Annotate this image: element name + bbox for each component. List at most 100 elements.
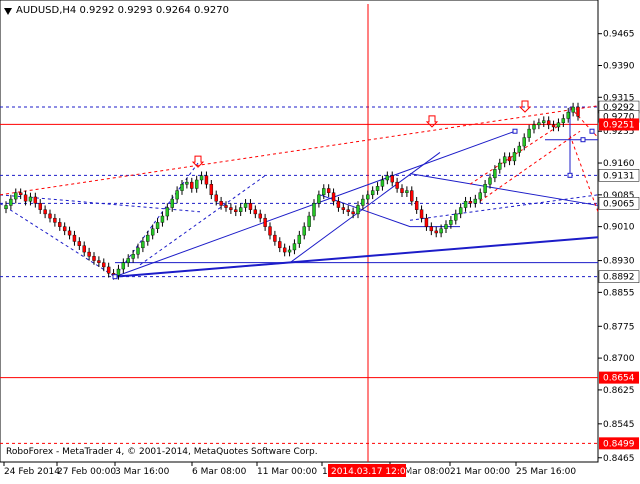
x-tick-label: 6 Mar 08:00 xyxy=(192,467,247,477)
candle-body xyxy=(219,200,223,206)
anchor-marker-icon xyxy=(589,128,595,134)
candle-body xyxy=(62,226,67,232)
y-tick-label: 0.9465 xyxy=(603,30,635,40)
candle-body xyxy=(102,262,106,268)
x-tick-label: 27 Feb 00:00 xyxy=(57,467,116,477)
y-tick-label: 0.8855 xyxy=(603,288,635,298)
candle-body xyxy=(400,188,404,193)
candle-body xyxy=(414,200,419,210)
y-tick-label: 0.9315 xyxy=(603,93,635,103)
candle-body xyxy=(106,266,111,274)
candle-body xyxy=(488,177,492,185)
candle-body xyxy=(92,256,96,261)
candle-body xyxy=(33,196,38,204)
candle-body xyxy=(390,175,394,183)
candle-body xyxy=(502,156,507,164)
candle-body xyxy=(542,120,546,123)
arrow-marker-icon xyxy=(425,115,439,128)
candle-body xyxy=(253,209,258,215)
candle-body xyxy=(204,175,209,185)
candle-body xyxy=(341,207,346,210)
candle-body xyxy=(278,241,282,249)
candle-body xyxy=(307,215,311,227)
trendline xyxy=(139,175,266,266)
price-tag-label: 0.9065 xyxy=(603,199,635,209)
candle-body xyxy=(170,198,174,208)
candle-body xyxy=(493,169,497,179)
y-tick-label: 0.8775 xyxy=(603,322,635,332)
candle-body xyxy=(312,203,316,217)
candle-body xyxy=(512,152,517,162)
candle-body xyxy=(370,190,375,196)
candle-body xyxy=(82,245,86,253)
y-tick-label: 0.8465 xyxy=(603,454,635,464)
price-tag xyxy=(599,371,639,384)
candle-body xyxy=(126,258,130,263)
candle-body xyxy=(375,186,380,191)
candle-body xyxy=(214,194,218,202)
triangle-down-icon[interactable] xyxy=(4,8,13,16)
candle-body xyxy=(273,234,277,242)
anchor-marker-icon xyxy=(512,128,518,134)
candle-body xyxy=(190,181,194,189)
candle-body xyxy=(405,190,409,193)
trendline xyxy=(289,152,441,264)
x-tick-label: 24 Feb 2014 xyxy=(4,467,60,477)
candle-body xyxy=(287,249,292,253)
price-tag xyxy=(598,197,640,210)
price-tag-label: 0.9270 xyxy=(603,112,635,122)
candle-body xyxy=(263,217,267,227)
candle-body xyxy=(326,188,331,193)
candle-body xyxy=(380,179,385,187)
candle-body xyxy=(449,220,453,225)
candle-body xyxy=(67,230,72,236)
crosshair-date-label: 2014.03.17 12:00 xyxy=(331,467,412,477)
candle-body xyxy=(546,120,551,126)
price-tag-label: 0.8499 xyxy=(603,439,635,449)
candle-body xyxy=(556,122,561,128)
candle-body xyxy=(258,213,262,219)
candle-body xyxy=(58,222,62,227)
candle-body xyxy=(77,241,82,246)
symbol-label: AUDUSD,H4 xyxy=(16,5,77,16)
candle-body xyxy=(366,194,370,200)
candle-body xyxy=(468,200,473,204)
x-tick-label: 11 Mar 00:00 xyxy=(257,467,317,477)
candle-body xyxy=(180,184,184,191)
candle-body xyxy=(116,268,121,276)
price-tag-label: 0.8654 xyxy=(603,374,635,384)
arrow-marker-icon xyxy=(191,155,205,168)
candle-body xyxy=(434,230,438,234)
candle-body xyxy=(87,251,91,257)
candle-body xyxy=(185,181,189,185)
red-projection-line xyxy=(569,135,599,212)
anchor-marker-icon xyxy=(580,137,586,143)
candle-body xyxy=(229,207,233,210)
price-tag xyxy=(598,169,640,182)
candle-body xyxy=(395,181,399,189)
copyright-label: RoboForex - MetaTrader 4, © 2001-2014, M… xyxy=(6,447,318,457)
candle-body xyxy=(38,203,42,210)
candle-body xyxy=(527,128,531,138)
y-tick-label: 0.9390 xyxy=(603,61,635,71)
candle-body xyxy=(566,111,570,119)
candle-body xyxy=(532,124,536,130)
candle-body xyxy=(72,234,77,242)
y-tick-label: 0.8545 xyxy=(603,420,635,430)
candle-body xyxy=(498,162,502,170)
candle-body xyxy=(517,145,522,153)
candle-body xyxy=(18,192,23,196)
arrow-marker-icon xyxy=(518,100,532,113)
candle-body xyxy=(209,184,214,196)
y-tick-label: 0.8625 xyxy=(603,386,635,396)
candle-body xyxy=(361,198,365,206)
candle-body xyxy=(458,207,463,215)
candle-body xyxy=(317,194,321,204)
trendline xyxy=(114,262,291,278)
price-tag-label: 0.9292 xyxy=(603,103,635,113)
candle-body xyxy=(121,262,126,270)
candle-body xyxy=(199,175,204,181)
candle-body xyxy=(463,200,468,208)
